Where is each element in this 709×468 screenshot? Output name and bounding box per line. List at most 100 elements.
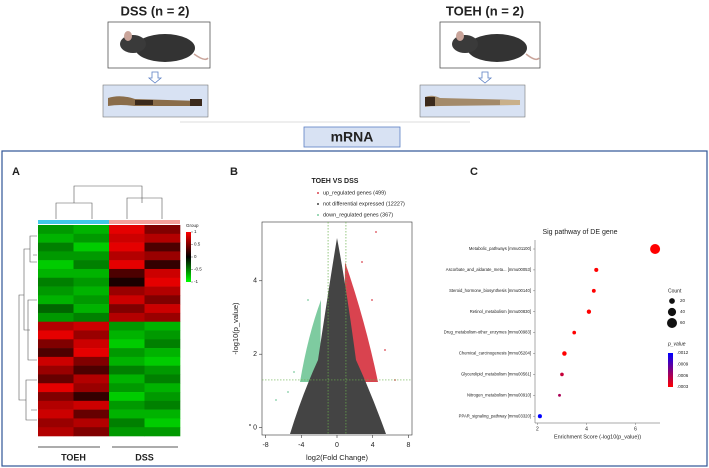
heatmap-cell xyxy=(73,225,110,235)
y-tick-label: 4 xyxy=(253,278,257,285)
legend-label: up_regulated genes (499) xyxy=(323,190,386,196)
dot xyxy=(594,267,599,272)
heatmap-cell xyxy=(109,339,145,349)
heatmap-cell xyxy=(109,242,145,252)
heatmap-cell xyxy=(38,356,74,366)
size-legend-label: 20 xyxy=(680,298,686,303)
heatmap-cell xyxy=(109,418,145,428)
group-bar xyxy=(38,220,109,224)
dot xyxy=(558,393,561,397)
x-axis-label: log2(Fold Change) xyxy=(306,453,369,462)
heatmap-cell xyxy=(38,321,74,331)
heatmap-cell xyxy=(109,356,145,366)
colorbar-label: .0003 xyxy=(677,384,689,389)
y-tick-label: 2 xyxy=(253,351,257,358)
heatmap-cell xyxy=(38,383,74,393)
colorbar-label: 0 xyxy=(194,254,197,259)
heatmap-cell xyxy=(144,286,181,296)
heatmap-cell xyxy=(144,348,181,358)
heatmap-cell xyxy=(144,427,181,437)
category-label: Drug_metabolism-other_enzymes [mmu00983] xyxy=(444,330,531,335)
x-tick-label: -8 xyxy=(262,442,268,449)
heatmap-cell xyxy=(144,383,181,393)
panel-label: A xyxy=(12,166,20,178)
heatmap-cell xyxy=(38,348,74,358)
panel-frame xyxy=(1,150,708,467)
heatmap-cell xyxy=(144,418,181,428)
group-title: TOEH (n = 2) xyxy=(446,3,524,18)
heatmap-cell xyxy=(144,356,181,366)
heatmap-cell xyxy=(38,277,74,287)
panel-label: B xyxy=(230,166,238,178)
heatmap-cell xyxy=(144,365,181,375)
legend-marker xyxy=(317,192,319,194)
x-tick-label: 8 xyxy=(406,442,410,449)
category-label: Metabolic_pathways [mmu01100] xyxy=(469,246,531,251)
category-label: Chemical_carcinogenesis [mmu05204] xyxy=(459,351,531,356)
heatmap-cell xyxy=(73,242,110,252)
heatmap-cell xyxy=(73,312,110,323)
heatmap-cell xyxy=(73,374,110,384)
heatmap-cell xyxy=(144,233,181,243)
colorbar-label: 0.5 xyxy=(194,242,201,247)
heatmap-cell xyxy=(73,260,110,270)
chart-title: Sig pathway of DE gene xyxy=(542,229,617,236)
heatmap-cell xyxy=(109,321,145,331)
heatmap-cell xyxy=(109,392,145,402)
colorbar-label: .0012 xyxy=(677,350,689,355)
dot xyxy=(537,414,542,419)
heatmap-cell xyxy=(38,312,74,323)
heatmap-cell xyxy=(144,374,181,384)
heatmap-cell xyxy=(144,330,181,340)
heatmap-cell xyxy=(144,251,181,261)
heatmap-cell xyxy=(38,392,74,402)
colorbar xyxy=(668,353,673,387)
heatmap-cell xyxy=(38,427,74,437)
heatmap-cell xyxy=(73,330,110,340)
heatmap-cell xyxy=(144,268,181,279)
heatmap-cell xyxy=(38,233,74,243)
heatmap-cell xyxy=(109,409,145,419)
group-bar xyxy=(109,220,180,224)
category-label: Steroid_hormone_biosynthesis [mmu00140] xyxy=(449,288,531,293)
heatmap-cell xyxy=(73,304,110,314)
size-legend-label: 40 xyxy=(680,309,686,314)
heatmap-cell xyxy=(109,374,145,384)
heatmap-cell xyxy=(109,233,145,243)
dot xyxy=(560,372,564,377)
colorbar-label: -1 xyxy=(194,279,198,284)
heatmap-cell xyxy=(73,277,110,287)
x-axis-label: Enrichment Score (-log10(p_value)) xyxy=(554,434,641,440)
dot xyxy=(591,288,596,293)
heatmap-cell xyxy=(38,365,74,375)
heatmap-cell xyxy=(144,295,181,305)
heatmap-cell xyxy=(144,260,181,270)
category-label: PPAR_signaling_pathway [mmu03320] xyxy=(459,413,531,418)
heatmap-cell xyxy=(73,392,110,402)
dot xyxy=(650,244,661,254)
heatmap-cell xyxy=(109,304,145,314)
heatmap-cell xyxy=(73,383,110,393)
legend-label: down_regulated genes (367) xyxy=(323,212,393,218)
heatmap-cell xyxy=(73,268,110,279)
x-tick-label: 4 xyxy=(585,426,588,432)
arrow xyxy=(147,71,163,84)
heatmap-cell xyxy=(38,286,74,296)
heatmap-cell xyxy=(73,233,110,243)
heatmap-cell xyxy=(38,242,74,252)
colon-image xyxy=(102,84,209,118)
heatmap-cell xyxy=(144,339,181,349)
dot xyxy=(572,330,577,335)
category-label: Glycerolipid_metabolism [mmu00561] xyxy=(461,372,531,377)
heatmap-cell xyxy=(38,225,74,235)
x-tick-label: 2 xyxy=(536,426,539,432)
y-tick-label: 0 xyxy=(253,424,257,431)
size-legend-title: Count xyxy=(668,288,682,294)
heatmap-cell xyxy=(144,400,181,410)
group-title: DSS (n = 2) xyxy=(121,3,190,18)
heatmap-cell xyxy=(38,304,74,314)
heatmap-cell xyxy=(38,374,74,384)
heatmap-cell xyxy=(73,400,110,410)
heatmap-cell xyxy=(73,339,110,349)
legend-marker xyxy=(317,214,319,216)
